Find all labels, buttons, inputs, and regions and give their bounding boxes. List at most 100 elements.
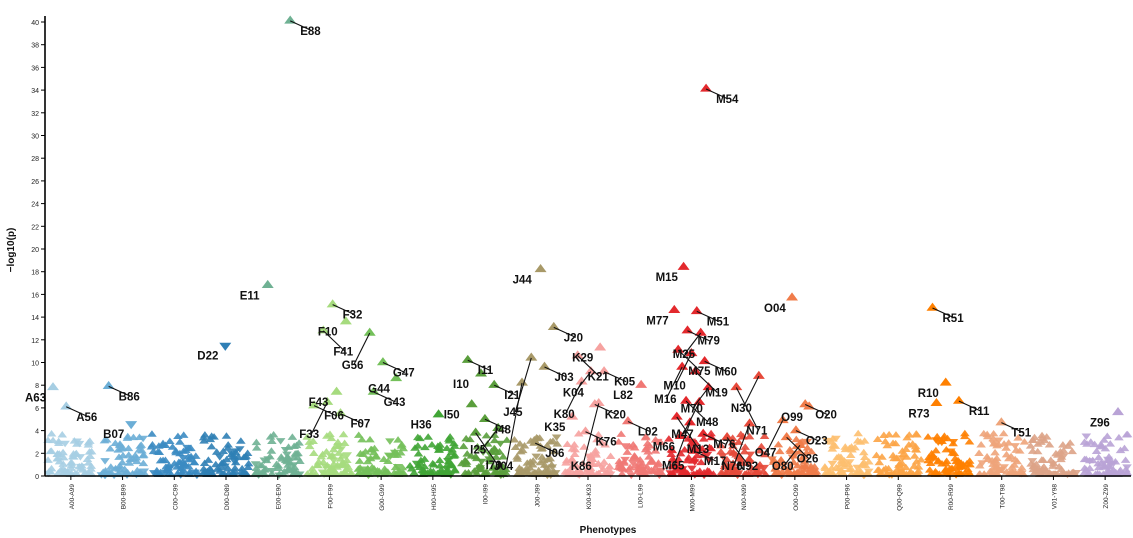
background-point	[302, 470, 313, 477]
background-point	[1096, 459, 1107, 466]
background-point	[769, 456, 779, 463]
background-point	[389, 449, 400, 457]
background-point	[1058, 446, 1069, 454]
background-point	[827, 460, 838, 468]
background-point	[394, 467, 404, 474]
background-point	[134, 446, 145, 453]
background-point	[941, 460, 951, 467]
x-axis-label: Phenotypes	[580, 525, 637, 536]
background-point	[753, 469, 763, 477]
background-point	[326, 434, 337, 442]
background-point	[565, 465, 575, 473]
background-point	[542, 441, 552, 449]
background-point	[322, 432, 332, 439]
background-point	[322, 461, 333, 469]
background-point	[547, 464, 558, 471]
point-i70	[469, 427, 482, 436]
background-point	[341, 460, 352, 467]
background-point	[901, 463, 911, 471]
point-label-o26: O26	[797, 453, 819, 465]
point-label-a63: A63	[25, 392, 46, 404]
point-label-m77: M77	[646, 315, 668, 327]
background-point	[872, 435, 883, 443]
background-point	[498, 453, 508, 460]
background-point	[974, 449, 984, 457]
point-label-o04: O04	[764, 303, 786, 315]
point-label-o20: O20	[815, 409, 837, 421]
background-point	[820, 464, 831, 472]
background-point	[638, 465, 648, 472]
background-point	[976, 441, 986, 448]
background-point	[211, 448, 222, 455]
point-r73	[930, 397, 943, 407]
background-point	[327, 468, 337, 475]
x-tick-label-r00-r99: R00-R99	[948, 484, 955, 510]
y-tick-label: 18	[31, 270, 39, 277]
point-label-i70: I70	[486, 460, 502, 472]
background-point	[880, 437, 891, 445]
point-label-n30: N30	[731, 403, 752, 415]
background-point	[744, 432, 755, 440]
background-point	[531, 453, 542, 461]
background-point	[131, 471, 142, 479]
point-t51	[995, 417, 1008, 426]
background-point	[620, 456, 630, 464]
point-f41	[317, 325, 330, 334]
background-point	[857, 460, 868, 467]
background-point	[655, 438, 666, 446]
point-label-t51: T51	[1011, 428, 1031, 440]
background-point	[785, 446, 795, 453]
point-label-m70: M70	[681, 403, 703, 415]
point-l02	[621, 416, 634, 425]
background-point	[736, 458, 747, 465]
background-point	[958, 462, 968, 470]
background-point	[528, 457, 538, 464]
background-point	[308, 449, 319, 457]
background-point	[282, 453, 293, 460]
leader-line	[804, 403, 828, 415]
background-point	[469, 467, 480, 474]
background-point	[590, 449, 601, 456]
point-g43	[367, 386, 380, 395]
background-point	[1105, 461, 1116, 468]
background-point	[48, 436, 58, 444]
background-point	[114, 462, 125, 469]
leader-line	[553, 326, 577, 338]
background-point	[535, 458, 546, 466]
point-label-m25: M25	[673, 349, 696, 361]
background-point	[738, 432, 749, 440]
background-point	[206, 442, 217, 450]
background-point	[1120, 456, 1131, 463]
background-point	[932, 432, 942, 440]
background-point	[576, 469, 586, 477]
point-label-f32: F32	[343, 310, 363, 322]
background-point	[964, 438, 975, 445]
background-point	[836, 466, 847, 474]
leader-line	[544, 366, 567, 378]
x-tick-label-b00-b99: B00-B99	[121, 484, 128, 510]
background-point	[1015, 468, 1025, 476]
point-label-r51: R51	[943, 313, 965, 325]
x-tick-label-l00-l99: L00-L99	[638, 484, 645, 508]
background-point	[241, 452, 251, 459]
y-tick-label: 4	[35, 429, 39, 436]
background-point	[345, 470, 356, 477]
background-point	[622, 448, 633, 455]
background-point	[462, 450, 473, 457]
point-r10	[939, 377, 952, 386]
background-point	[86, 462, 97, 469]
y-tick-label: 32	[31, 111, 39, 118]
background-point	[1097, 442, 1107, 449]
point-label-g43: G43	[384, 397, 406, 409]
leader-line	[505, 382, 523, 467]
background-point	[771, 462, 782, 470]
background-point	[723, 464, 734, 471]
point-label-k35: K35	[544, 422, 566, 434]
background-point	[328, 445, 339, 453]
background-point	[783, 466, 794, 474]
background-point	[230, 464, 240, 471]
background-point	[1048, 461, 1058, 468]
background-point	[444, 437, 455, 444]
background-point	[186, 444, 196, 452]
background-point	[1033, 440, 1043, 447]
